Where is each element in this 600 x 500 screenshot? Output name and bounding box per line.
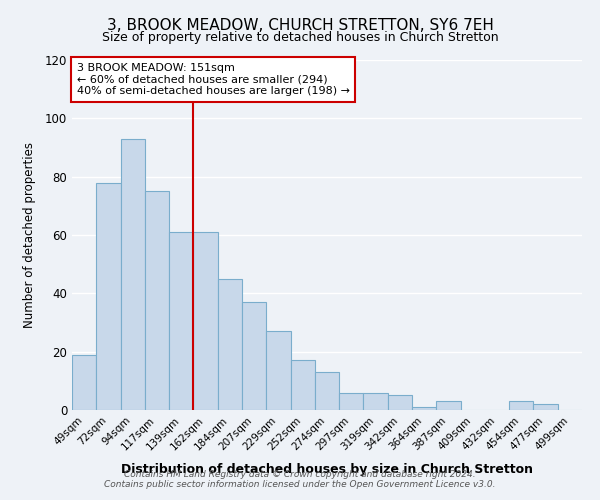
- Bar: [388, 396, 412, 410]
- Text: Size of property relative to detached houses in Church Stretton: Size of property relative to detached ho…: [101, 31, 499, 44]
- Bar: [290, 360, 315, 410]
- Bar: [193, 232, 218, 410]
- Bar: [218, 279, 242, 410]
- Bar: [509, 401, 533, 410]
- Bar: [121, 139, 145, 410]
- Bar: [169, 232, 193, 410]
- Bar: [145, 192, 169, 410]
- Bar: [533, 404, 558, 410]
- Bar: [266, 331, 290, 410]
- Text: 3, BROOK MEADOW, CHURCH STRETTON, SY6 7EH: 3, BROOK MEADOW, CHURCH STRETTON, SY6 7E…: [107, 18, 493, 32]
- Bar: [315, 372, 339, 410]
- Bar: [242, 302, 266, 410]
- Text: Contains HM Land Registry data © Crown copyright and database right 2024.
Contai: Contains HM Land Registry data © Crown c…: [104, 470, 496, 489]
- Bar: [96, 182, 121, 410]
- Bar: [72, 354, 96, 410]
- Bar: [412, 407, 436, 410]
- X-axis label: Distribution of detached houses by size in Church Stretton: Distribution of detached houses by size …: [121, 463, 533, 476]
- Text: 3 BROOK MEADOW: 151sqm
← 60% of detached houses are smaller (294)
40% of semi-de: 3 BROOK MEADOW: 151sqm ← 60% of detached…: [77, 63, 350, 96]
- Y-axis label: Number of detached properties: Number of detached properties: [23, 142, 37, 328]
- Bar: [339, 392, 364, 410]
- Bar: [436, 401, 461, 410]
- Bar: [364, 392, 388, 410]
